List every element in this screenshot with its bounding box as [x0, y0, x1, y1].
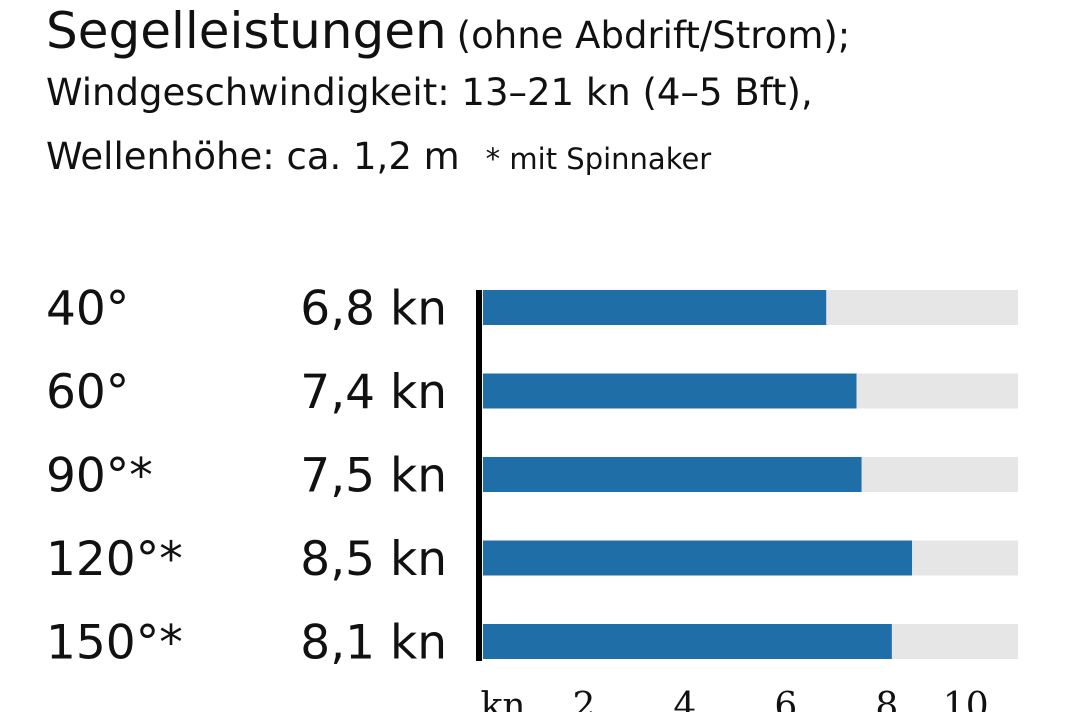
bar	[483, 290, 827, 325]
bar	[483, 373, 857, 409]
x-tick-label: 10	[943, 686, 989, 712]
category-label: 40°	[46, 282, 129, 337]
category-label: 150°*	[46, 616, 183, 671]
wind-speed-line: Windgeschwindigkeit: 13–21 kn (4–5 Bft),	[46, 71, 813, 114]
wave-height-text: Wellenhöhe: ca. 1,2 m	[46, 135, 460, 178]
chart-title: Segelleistungen	[46, 2, 447, 60]
x-tick-label: 4	[673, 686, 696, 712]
x-tick-label: 2	[572, 686, 595, 712]
x-tick-label: 6	[774, 686, 797, 712]
value-label: 7,5 kn	[300, 449, 447, 504]
x-axis-unit-label: kn	[481, 686, 526, 712]
category-label: 60°	[46, 365, 129, 420]
wave-height-line: Wellenhöhe: ca. 1,2 m * mit Spinnaker	[46, 138, 850, 190]
x-tick-label: 8	[875, 686, 898, 712]
value-label: 8,5 kn	[300, 532, 447, 587]
title-line: Segelleistungen (ohne Abdrift/Strom);	[46, 6, 850, 68]
axis-line	[476, 290, 482, 661]
value-label: 6,8 kn	[300, 282, 447, 337]
category-label: 120°*	[46, 532, 183, 587]
value-label: 8,1 kn	[300, 616, 447, 671]
spinnaker-note: * mit Spinnaker	[485, 142, 712, 176]
bar	[483, 540, 913, 576]
value-label: 7,4 kn	[300, 365, 447, 420]
bar	[483, 457, 862, 492]
chart-title-block: Segelleistungen (ohne Abdrift/Strom); Win…	[46, 6, 850, 190]
category-label: 90°*	[46, 449, 153, 504]
bar	[483, 624, 892, 659]
chart-subtitle: (ohne Abdrift/Strom);	[456, 14, 851, 57]
